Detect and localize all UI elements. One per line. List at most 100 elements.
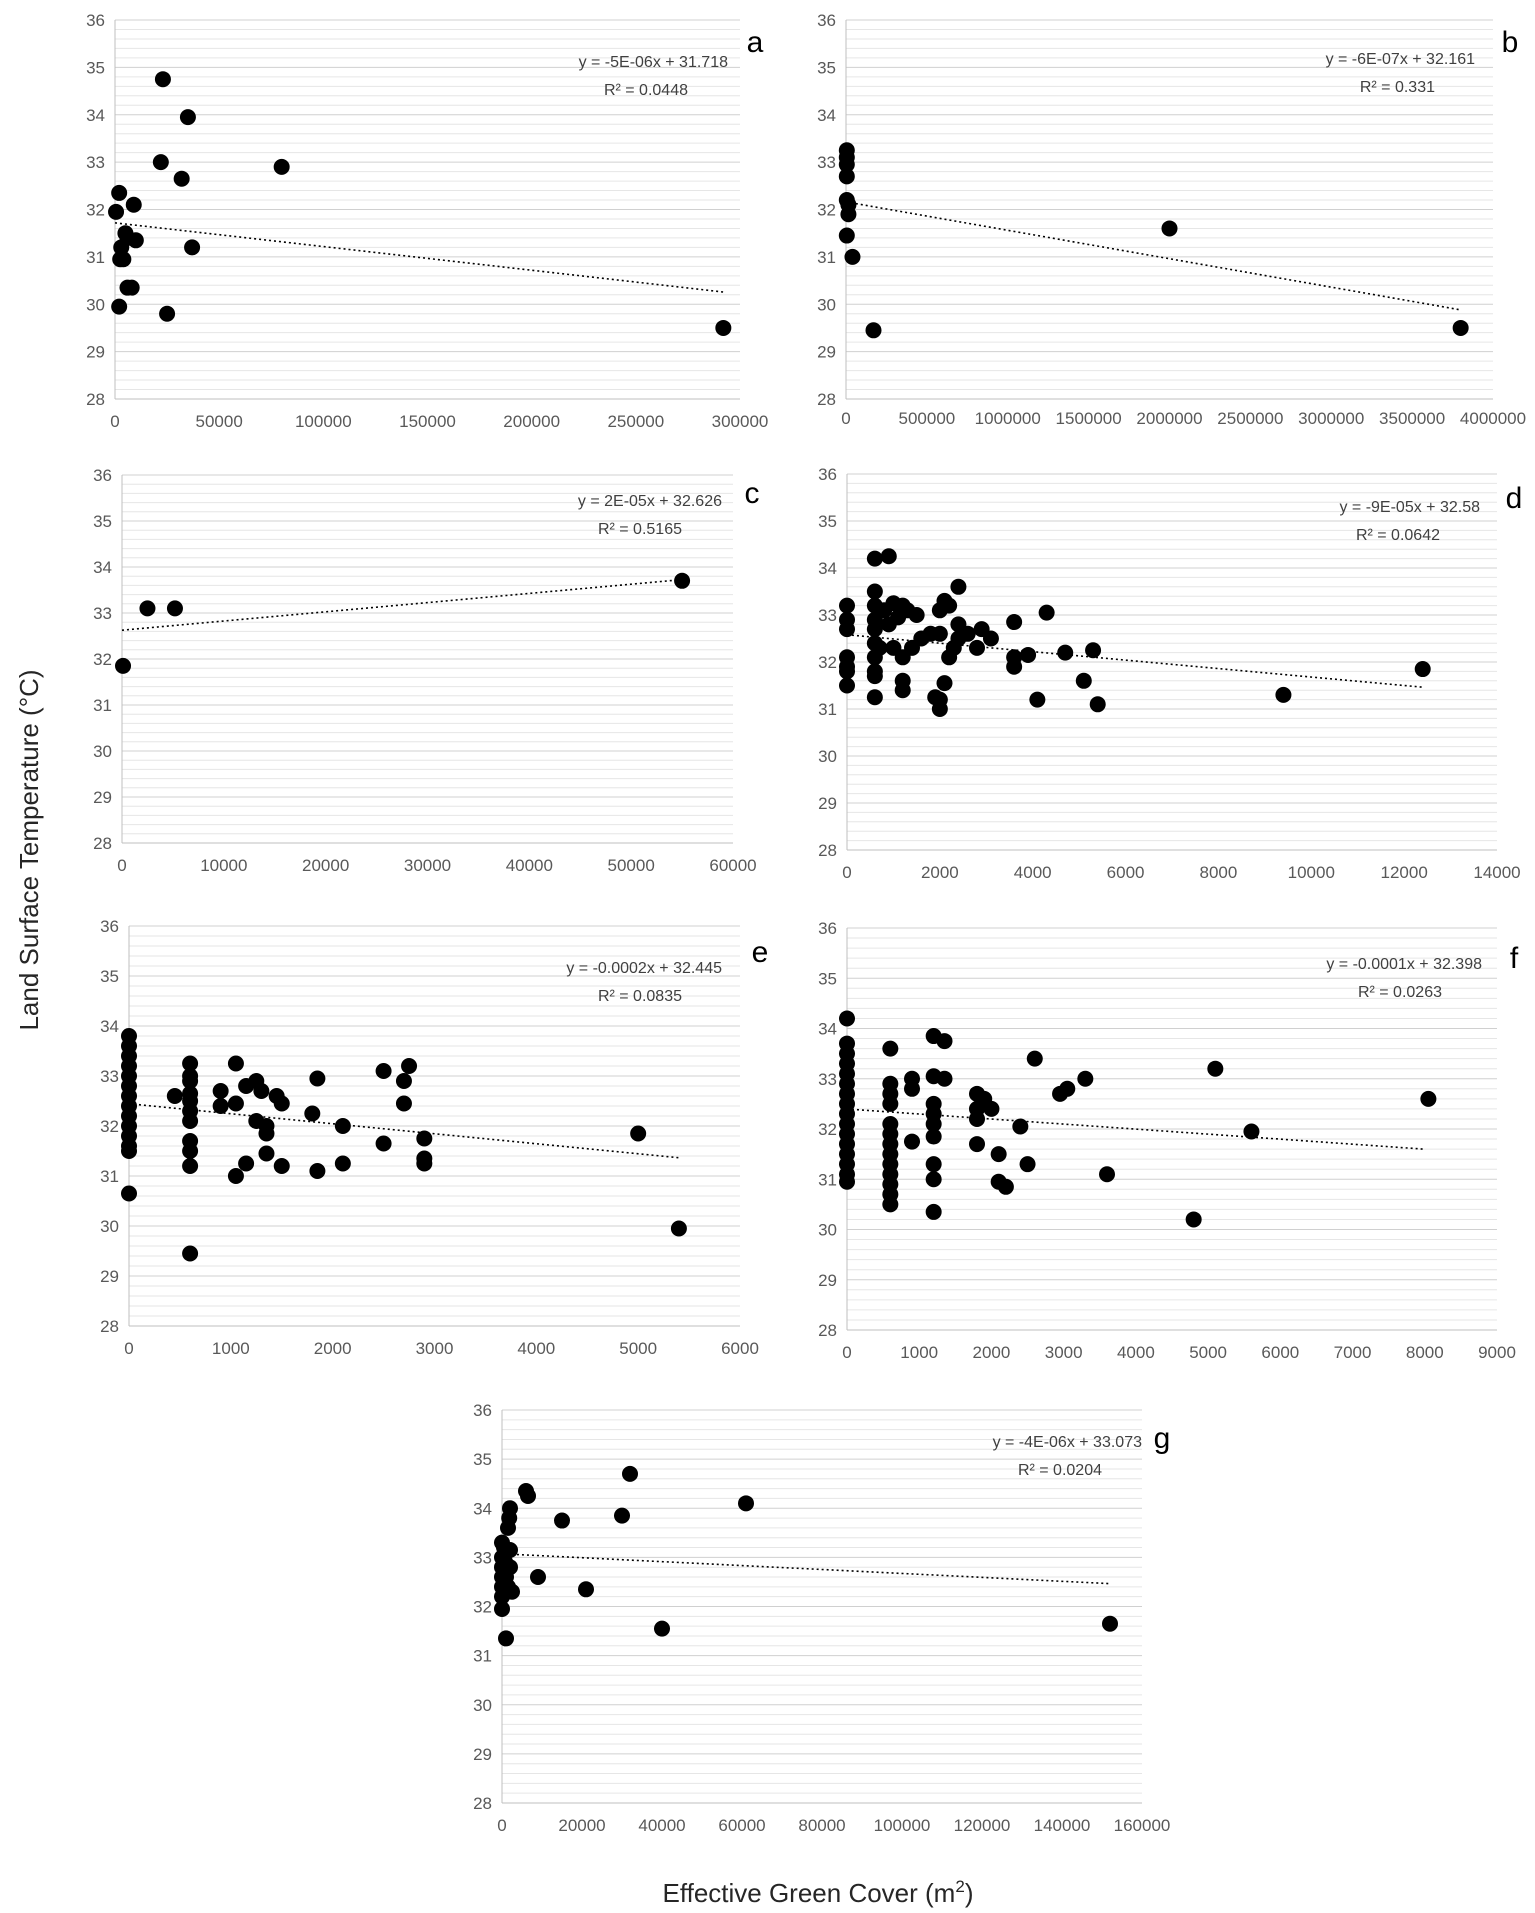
x-tick-label: 2000 [314, 1339, 352, 1358]
y-tick-label: 33 [818, 1070, 837, 1089]
r-squared-label: R² = 0.0263 [1358, 984, 1442, 1001]
y-tick-label: 36 [93, 466, 112, 485]
data-point [670, 1220, 687, 1237]
y-tick-label: 29 [818, 794, 837, 813]
data-point [152, 154, 169, 171]
data-point [925, 1203, 942, 1220]
r-squared-label: R² = 0.0204 [1018, 1462, 1102, 1479]
trendline [846, 633, 1423, 688]
y-tick-label: 30 [473, 1696, 492, 1715]
trend-equation: y = -6E-07x + 32.161 [1326, 51, 1476, 68]
y-tick-label: 32 [817, 201, 836, 220]
x-tick-label: 20000 [558, 1816, 605, 1835]
data-point [1075, 672, 1092, 689]
data-point [941, 597, 958, 614]
data-point [969, 639, 985, 656]
data-point [304, 1105, 321, 1122]
panel-d: 28 29 30 31 32 33 34 35 36 0 2000 4000 6000 8000 10000… [818, 465, 1522, 882]
data-point [1185, 1211, 1202, 1228]
y-tick-label: 35 [93, 512, 112, 531]
data-point [904, 1133, 920, 1150]
data-point [111, 184, 128, 201]
x-tick-label: 120000 [954, 1816, 1011, 1835]
y-tick-label: 30 [86, 295, 105, 314]
x-tick-label: 100000 [295, 412, 352, 431]
data-point [182, 1143, 199, 1159]
trend-equation: y = -4E-06x + 33.073 [993, 1434, 1143, 1451]
data-point [115, 251, 132, 268]
y-tick-label: 33 [817, 153, 836, 172]
data-point [416, 1155, 433, 1172]
x-tick-label: 0 [117, 856, 126, 875]
x-tick-label: 1000 [900, 1343, 938, 1362]
data-point [882, 1040, 899, 1057]
x-tick-label: 8000 [1406, 1343, 1444, 1362]
data-point [990, 1146, 1007, 1163]
data-point [1099, 1166, 1115, 1183]
data-point [1161, 220, 1178, 237]
data-point [395, 1095, 412, 1112]
data-point [502, 1542, 518, 1559]
data-point [880, 548, 897, 565]
data-point [936, 1070, 953, 1087]
y-tick-label: 30 [818, 1221, 837, 1240]
y-tick-label: 28 [100, 1317, 119, 1336]
x-tick-label: 4000 [1117, 1343, 1155, 1362]
data-point [173, 170, 190, 187]
y-tick-label: 31 [817, 248, 836, 267]
data-point [1038, 604, 1055, 621]
data-point [1420, 1090, 1437, 1107]
y-tick-label: 34 [100, 1017, 119, 1036]
data-point [182, 1158, 199, 1174]
x-tick-label: 250000 [607, 412, 664, 431]
panel-e: 28 29 30 31 32 33 34 35 36 0 1000 2000 3000 4000 5000 6… [100, 917, 768, 1358]
data-point [520, 1487, 536, 1504]
y-tick-label: 36 [473, 1401, 492, 1420]
data-point [1059, 1080, 1076, 1097]
y-tick-label: 36 [818, 465, 837, 484]
x-tick-label: 3000000 [1298, 409, 1364, 428]
data-point [654, 1620, 670, 1637]
data-point [127, 232, 144, 249]
x-tick-label: 1000 [212, 1339, 250, 1358]
y-tick-label: 30 [817, 295, 836, 314]
data-point [212, 1098, 229, 1114]
x-axis-title-superscript: 2 [955, 1877, 964, 1896]
data-point [925, 1128, 942, 1145]
data-point [504, 1583, 520, 1600]
x-tick-label: 3000 [416, 1339, 454, 1358]
data-point [258, 1125, 275, 1142]
x-tick-label: 4000 [1014, 863, 1052, 882]
data-point [969, 1110, 985, 1127]
y-tick-label: 34 [817, 106, 836, 125]
data-point [936, 1033, 953, 1050]
data-point [530, 1569, 546, 1586]
data-point [838, 156, 855, 173]
data-point [227, 1168, 244, 1184]
panel-label-e: e [752, 936, 769, 969]
data-point [182, 1113, 199, 1129]
data-point [1452, 319, 1469, 336]
y-tick-label: 30 [818, 747, 837, 766]
y-tick-label: 31 [86, 248, 105, 267]
data-point [184, 239, 201, 256]
data-point [950, 578, 967, 595]
data-point [997, 1178, 1014, 1195]
x-tick-label: 0 [124, 1339, 133, 1358]
data-point [375, 1063, 392, 1079]
data-point [882, 1095, 899, 1112]
data-point [166, 600, 183, 617]
y-tick-label: 29 [473, 1745, 492, 1764]
trend-equation: y = -9E-05x + 32.58 [1339, 499, 1480, 516]
trendline [128, 1102, 679, 1159]
x-tick-label: 500000 [899, 409, 956, 428]
data-point [1006, 658, 1023, 675]
data-point [866, 689, 883, 706]
panel-g: 28 29 30 31 32 33 34 35 36 0 20000 40000 60000 80000 1… [473, 1401, 1170, 1835]
data-point [866, 621, 883, 638]
x-tick-label: 20000 [302, 856, 349, 875]
x-tick-label: 12000 [1381, 863, 1428, 882]
data-point [309, 1163, 326, 1179]
y-tick-label: 28 [817, 390, 836, 409]
